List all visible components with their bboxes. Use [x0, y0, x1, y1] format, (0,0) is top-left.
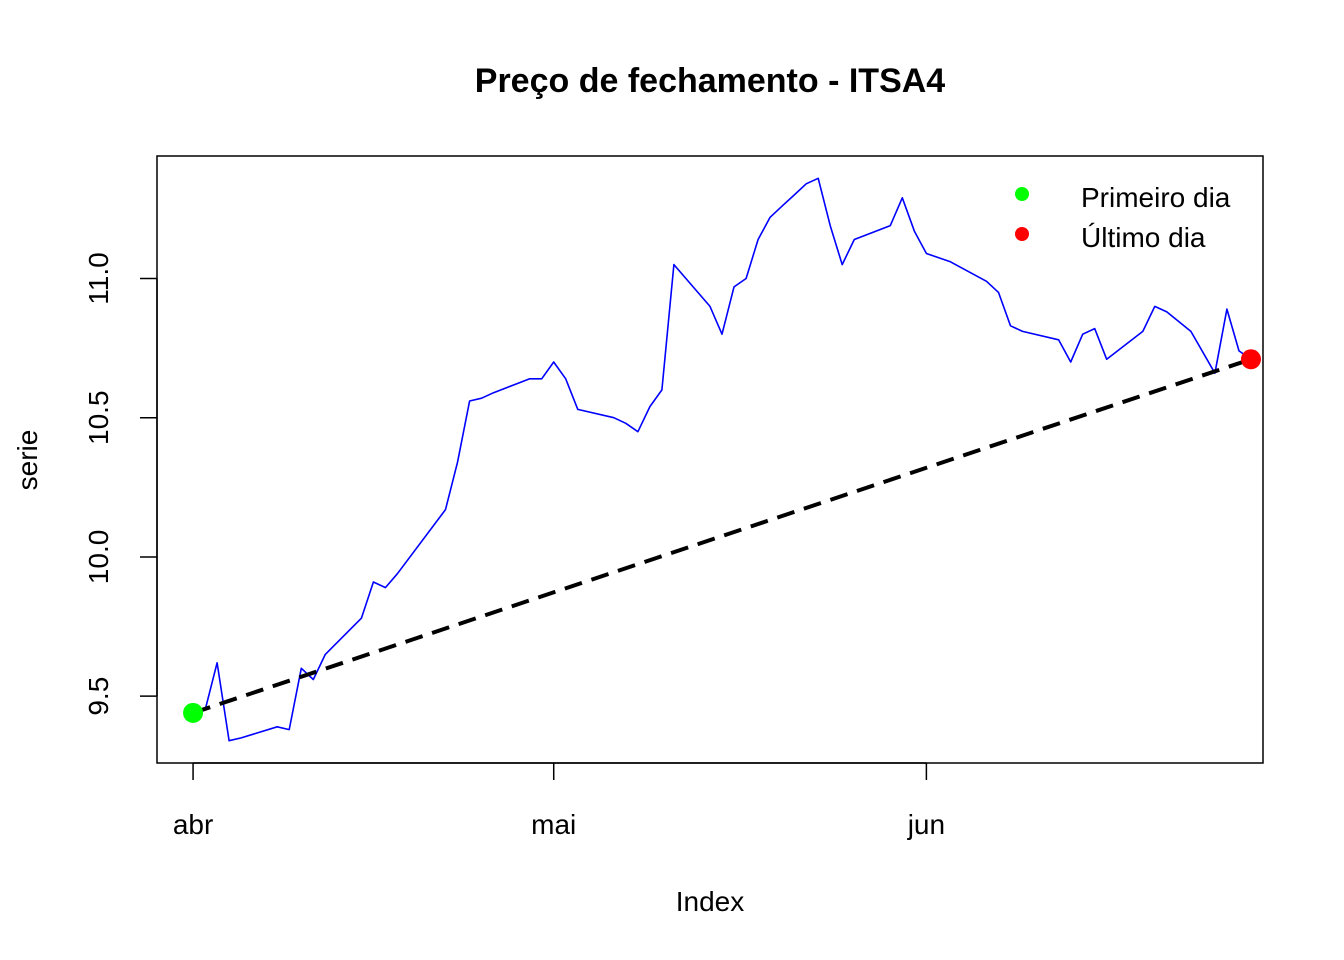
legend-marker [1015, 187, 1029, 201]
first-day-marker [183, 702, 204, 723]
legend-label: Último dia [1081, 222, 1206, 253]
trend-line [192, 357, 1252, 715]
y-tick-label: 11.0 [83, 252, 114, 304]
x-axis: abr mai jun [173, 762, 945, 840]
y-tick-label: 9.5 [83, 677, 114, 716]
legend-marker [1015, 227, 1029, 241]
series-line [192, 177, 1252, 742]
legend-label: Primeiro dia [1081, 182, 1231, 213]
y-tick-label: 10.0 [83, 530, 114, 585]
y-axis-label: serie [12, 430, 43, 491]
y-axis: 9.5 10.0 10.5 11.0 [83, 252, 158, 716]
chart-title: Preço de fechamento - ITSA4 [475, 62, 946, 100]
series-layer [192, 177, 1252, 742]
marker-layer [183, 349, 1261, 723]
legend: Primeiro dia Último dia [1015, 182, 1231, 253]
x-tick-label: jun [907, 809, 945, 840]
y-tick-label: 10.5 [83, 390, 114, 445]
last-day-marker [1240, 349, 1261, 370]
x-tick-label: mai [531, 809, 576, 840]
x-axis-label: Index [676, 886, 745, 917]
x-tick-label: abr [173, 809, 213, 840]
trend-layer [192, 357, 1252, 715]
